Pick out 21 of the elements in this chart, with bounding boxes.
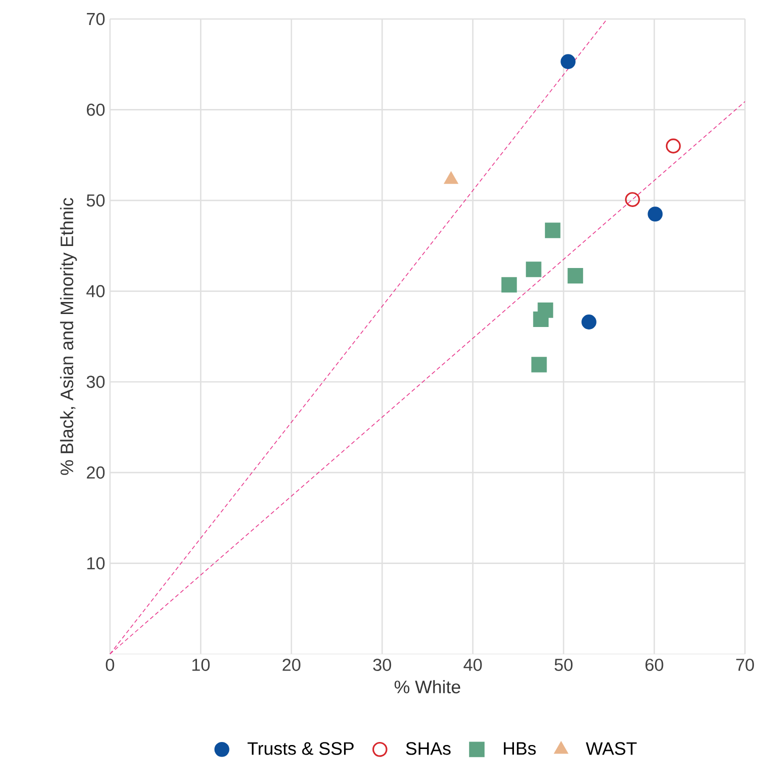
x-axis-title: % White <box>394 680 460 694</box>
y-tick-label: 40 <box>86 285 105 298</box>
x-tick-label: 20 <box>282 658 300 671</box>
legend-label: SHAs <box>406 742 451 755</box>
legend-label: Trusts & SSP <box>248 742 354 755</box>
x-tick-label: 30 <box>373 658 392 671</box>
x-tick-label: 10 <box>192 658 210 671</box>
y-axis-title: % Black, Asian and Minority Ethnic <box>60 198 77 475</box>
legend-label: WAST <box>586 742 637 755</box>
y-tick-label: 30 <box>86 376 105 388</box>
y-tick-label: 10 <box>87 557 105 570</box>
x-tick-label: 50 <box>554 658 573 671</box>
x-tick-label: 60 <box>646 658 664 671</box>
x-tick-label: 0 <box>106 658 114 671</box>
legend-label: HBs <box>504 742 536 755</box>
y-tick-label: 60 <box>86 104 105 116</box>
y-tick-label: 70 <box>86 12 105 26</box>
y-tick-label: 20 <box>86 466 105 479</box>
x-tick-label: 70 <box>736 658 754 671</box>
x-tick-label: 40 <box>464 658 482 671</box>
y-tick-label: 50 <box>86 194 105 207</box>
